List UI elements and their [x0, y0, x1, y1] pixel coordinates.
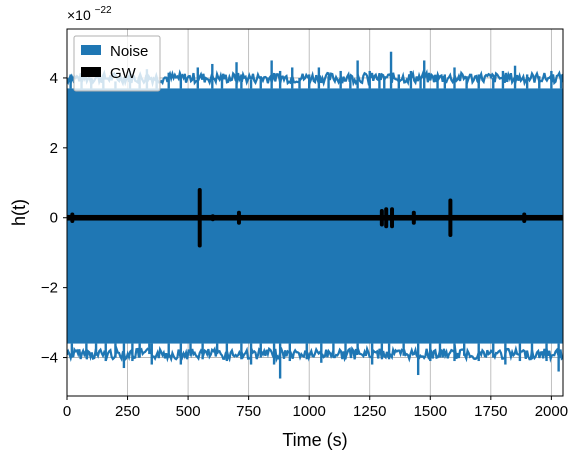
x-axis-ticks: 0 250 500 750 1000 1250 1500 1750 2000: [63, 396, 568, 420]
legend-swatch-gw: [81, 67, 101, 77]
gw-burst: [70, 212, 75, 223]
gw-burst: [357, 215, 362, 220]
x-tick-label: 250: [115, 403, 140, 420]
legend-label-gw: GW: [110, 65, 137, 82]
gw-burst: [222, 214, 227, 221]
legend-swatch-noise: [81, 45, 101, 55]
y-axis-ticks: −4 −2 0 2 4: [41, 70, 67, 367]
x-tick-label: 1500: [414, 403, 447, 420]
y-tick-label: 0: [50, 210, 58, 227]
gw-burst: [384, 207, 389, 229]
legend: Noise GW: [73, 35, 161, 92]
x-tick-label: 2000: [535, 403, 568, 420]
x-tick-label: 0: [63, 403, 71, 420]
y-tick-label: 4: [50, 70, 58, 87]
x-tick-label: 750: [236, 403, 261, 420]
gw-burst: [94, 215, 99, 220]
gw-burst: [197, 188, 202, 248]
plot-frame: [66, 28, 564, 397]
gw-burst: [476, 215, 481, 220]
y-offset-exponent: −22: [95, 5, 112, 16]
y-tick-label: 2: [50, 140, 58, 157]
legend-label-noise: Noise: [110, 43, 148, 60]
gw-burst: [210, 214, 215, 222]
x-tick-label: 500: [176, 403, 201, 420]
gw-baseline: [67, 214, 563, 221]
x-tick-label: 1000: [293, 403, 326, 420]
y-axis-label: h(t): [9, 199, 29, 226]
gw-burst: [379, 209, 384, 227]
x-tick-label: 1250: [353, 403, 386, 420]
y-tick-label: −4: [41, 350, 58, 367]
gw-series-layer: [67, 188, 563, 248]
gw-burst: [411, 210, 416, 225]
x-tick-label: 1750: [474, 403, 507, 420]
y-tick-label: −2: [41, 280, 58, 297]
y-offset-text: ×10 −22: [67, 5, 112, 23]
gw-burst: [236, 210, 241, 225]
gw-burst: [522, 212, 527, 223]
y-offset-base: ×10: [67, 7, 91, 23]
gw-burst: [390, 207, 395, 229]
x-axis-label: Time (s): [282, 430, 347, 450]
gw-burst: [448, 198, 453, 237]
